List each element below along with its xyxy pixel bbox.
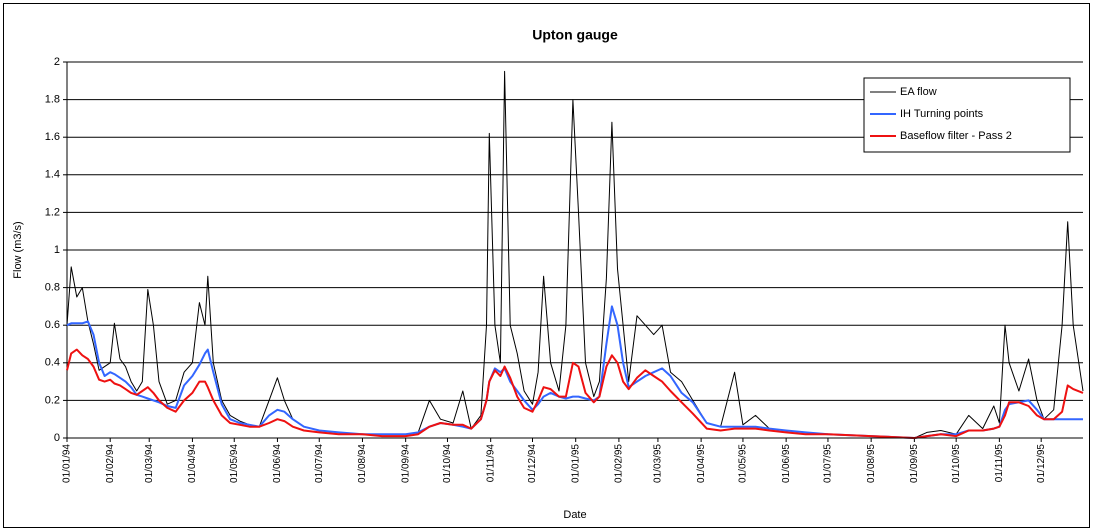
x-tick-label: 01/06/94 (272, 444, 283, 483)
legend-box (863, 77, 1071, 153)
legend-label: Baseflow filter - Pass 2 (900, 130, 1012, 142)
x-tick-label: 01/01/95 (570, 444, 581, 483)
x-tick-label: 01/04/95 (696, 444, 707, 483)
y-tick-label: 0.8 (45, 282, 60, 294)
x-axis-title: Date (563, 509, 586, 521)
legend-label: IH Turning points (900, 108, 984, 120)
y-tick-label: 2 (54, 56, 60, 68)
y-tick-label: 1.6 (45, 131, 60, 143)
chart-title: Upton gauge (532, 27, 618, 43)
x-tick-label: 01/09/95 (909, 444, 920, 483)
x-tick-label: 01/04/94 (187, 444, 198, 483)
x-tick-label: 01/01/94 (62, 444, 73, 483)
legend-label: EA flow (900, 86, 937, 98)
x-tick-label: 01/09/94 (400, 444, 411, 483)
x-tick-label: 01/07/94 (314, 444, 325, 483)
x-tick-label: 01/02/94 (105, 444, 116, 483)
y-tick-label: 0.4 (45, 357, 60, 369)
y-tick-label: 0.6 (45, 319, 60, 331)
x-tick-label: 01/10/94 (442, 444, 453, 483)
y-tick-label: 0 (54, 432, 60, 444)
x-tick-label: 01/08/94 (357, 444, 368, 483)
x-tick-label: 01/08/95 (866, 444, 877, 483)
y-tick-label: 0.2 (45, 394, 60, 406)
y-tick-label: 1.4 (45, 169, 60, 181)
x-tick-label: 01/05/94 (229, 444, 240, 483)
x-tick-label: 01/07/95 (823, 444, 834, 483)
x-tick-label: 01/05/95 (738, 444, 749, 483)
x-tick-label: 01/06/95 (781, 444, 792, 483)
x-tick-label: 01/12/94 (527, 444, 538, 483)
y-tick-label: 1.8 (45, 94, 60, 106)
x-tick-label: 01/12/95 (1036, 444, 1047, 483)
x-tick-label: 01/02/95 (614, 444, 625, 483)
x-tick-label: 01/03/95 (653, 444, 664, 483)
x-tick-label: 01/11/95 (994, 444, 1005, 483)
x-tick-label: 01/10/95 (951, 444, 962, 483)
x-tick-label: 01/11/94 (485, 444, 496, 483)
y-tick-label: 1 (54, 244, 60, 256)
y-axis-title: Flow (m3/s) (12, 221, 24, 278)
x-tick-label: 01/03/94 (144, 444, 155, 483)
y-tick-label: 1.2 (45, 206, 60, 218)
